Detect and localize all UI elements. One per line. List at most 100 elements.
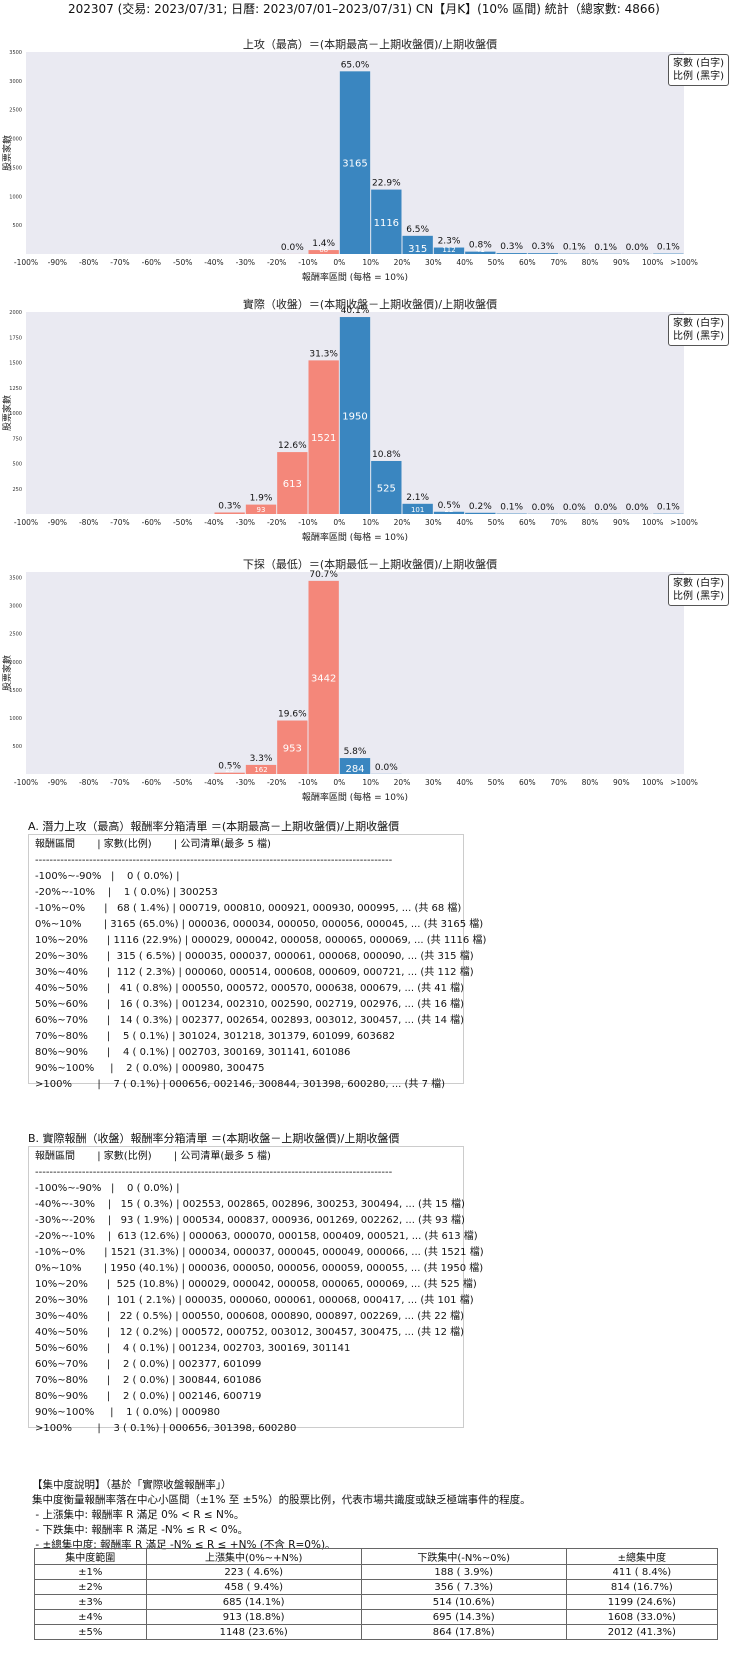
x-tick-label: -80% (79, 258, 98, 267)
legend-count-label: 家數 (白字) (673, 578, 724, 589)
x-tick-label: 60% (519, 778, 536, 787)
chart-upside-high: 上攻（最高）＝(本期最高－上期收盤價)/上期收盤價 500 1000 1500 2000… (1, 37, 698, 283)
table-cell: 1608 (33.0%) (565, 1609, 719, 1625)
page-title: 202307 (交易: 2023/07/31; 日曆: 2023/07/01–2… (68, 2, 660, 16)
bar-count-label: 68 (319, 246, 328, 254)
x-tick-label: 10% (362, 258, 379, 267)
x-tick-label: 20% (394, 258, 411, 267)
bar-count-label: 41 (476, 246, 485, 254)
x-axis-label: 報酬率區間 (每格 = 10%) (302, 791, 408, 803)
bar (214, 512, 245, 514)
legend-count-label: 家數 (白字) (673, 318, 724, 329)
list-a-header: 報酬區間 | 家數(比例) | 公司清單(最多 5 檔) (35, 839, 271, 850)
y-tick-label: 2000 (9, 310, 22, 316)
x-axis-label: 報酬率區間 (每格 = 10%) (302, 271, 408, 283)
x-tick-label: 20% (394, 778, 411, 787)
concentration-bullet: - 下跌集中: 報酬率 R 滿足 -N% ≤ R < 0%。 (32, 1524, 249, 1536)
bar-percent-label: 0.2% (469, 502, 492, 512)
chart-title: 下探（最低）＝(本期最低－上期收盤價)/上期收盤價 (243, 557, 497, 571)
y-tick-label: 1000 (9, 411, 22, 417)
x-tick-label: -20% (267, 778, 286, 787)
x-tick-label: -70% (110, 258, 129, 267)
table-cell: ±4% (34, 1609, 147, 1625)
bar-percent-label: 0.3% (218, 501, 241, 511)
bar-count-label: 162 (254, 766, 267, 774)
chart-downside-low: 下探（最低）＝(本期最低－上期收盤價)/上期收盤價 500 1000 1500 2000… (1, 557, 698, 803)
table-row: ±4% 913 (18.8%) 695 (14.3%) 1608 (33.0%) (34, 1609, 719, 1625)
list-row: -30%~-20% | 93 ( 1.9%) | 000534, 000837,… (35, 1215, 465, 1226)
table-cell: 814 (16.7%) (565, 1579, 719, 1595)
bar-count-label: 3165 (342, 159, 367, 170)
y-tick-label: 3500 (9, 50, 22, 56)
table-cell: ±5% (34, 1624, 147, 1640)
bar (402, 503, 433, 514)
y-tick-label: 500 (12, 462, 22, 468)
x-tick-label: 100% (642, 518, 663, 527)
bar (277, 720, 308, 774)
x-axis-label: 報酬率區間 (每格 = 10%) (302, 531, 408, 543)
list-row: -100%~-90% | 0 ( 0.0%) | (35, 1183, 180, 1194)
bar-percent-label: 0.0% (563, 503, 586, 513)
bar-percent-label: 19.6% (278, 710, 307, 720)
bar-count-label: 93 (257, 506, 266, 514)
bar-percent-label: 6.5% (406, 225, 429, 235)
x-tick-label: 40% (456, 778, 473, 787)
x-tick-label: 70% (550, 518, 567, 527)
x-tick-label: -20% (267, 258, 286, 267)
concentration-heading: 【集中度說明】（基於「實際收盤報酬率」） (32, 1479, 232, 1491)
bar (402, 235, 433, 254)
x-tick-label: 100% (642, 778, 663, 787)
legend-count-label: 家數 (白字) (673, 58, 724, 69)
x-tick-label: -90% (48, 518, 67, 527)
bar (339, 71, 371, 254)
x-tick-label: 0% (333, 778, 345, 787)
list-row: 30%~40% | 112 ( 2.3%) | 000060, 000514, … (35, 967, 474, 978)
x-tick-label: -90% (48, 258, 67, 267)
bar (465, 251, 496, 254)
x-tick-label: >100% (670, 778, 698, 787)
bar-count-label: 1116 (374, 218, 399, 229)
list-row: 60%~70% | 2 ( 0.0%) | 002377, 601099 (35, 1359, 262, 1370)
x-tick-label: -100% (14, 778, 38, 787)
plot-area (26, 572, 684, 774)
chart-legend: 家數 (白字) 比例 (黑字) (668, 574, 729, 606)
y-tick-label: 2000 (9, 660, 22, 666)
table-cell: 411 ( 8.4%) (565, 1564, 719, 1580)
x-tick-label: 50% (488, 778, 505, 787)
list-row: 90%~100% | 1 ( 0.0%) | 000980 (35, 1407, 220, 1418)
table-cell: ±2% (34, 1579, 147, 1595)
legend-ratio-label: 比例 (黑字) (673, 331, 724, 342)
x-tick-label: -10% (298, 778, 317, 787)
concentration-notes: 【集中度說明】（基於「實際收盤報酬率」） 集中度衡量報酬率落在中心小區間（±1%… (32, 1478, 531, 1553)
y-tick-label: 3000 (9, 79, 22, 85)
x-tick-label: 90% (613, 518, 630, 527)
legend-ratio-label: 比例 (黑字) (673, 591, 724, 602)
bar-percent-label: 31.3% (309, 349, 338, 359)
y-tick-label: 2500 (9, 632, 22, 638)
x-tick-label: 50% (488, 518, 505, 527)
table-cell: 1199 (24.6%) (565, 1594, 719, 1610)
table-cell: 223 ( 4.6%) (145, 1564, 362, 1580)
list-row: 80%~90% | 2 ( 0.0%) | 002146, 600719 (35, 1391, 262, 1402)
x-tick-label: -30% (236, 518, 255, 527)
x-tick-label: -40% (204, 778, 223, 787)
x-tick-label: 70% (550, 778, 567, 787)
x-tick-label: -10% (298, 258, 317, 267)
table-cell: 2012 (41.3%) (565, 1624, 719, 1640)
list-row: 40%~50% | 12 ( 0.2%) | 000572, 000752, 0… (35, 1327, 465, 1338)
x-tick-label: 90% (613, 258, 630, 267)
bar (433, 511, 465, 514)
list-row: 70%~80% | 2 ( 0.0%) | 300844, 601086 (35, 1375, 262, 1386)
y-tick-label: 250 (12, 487, 22, 493)
x-tick-label: 90% (613, 778, 630, 787)
list-row: 10%~20% | 1116 (22.9%) | 000029, 000042,… (35, 935, 487, 946)
bar-percent-label: 2.1% (406, 493, 429, 503)
bar-percent-label: 0.1% (500, 503, 523, 513)
bar-count-label: 22 (445, 506, 454, 514)
chart-title: 上攻（最高）＝(本期最高－上期收盤價)/上期收盤價 (243, 37, 497, 51)
x-tick-label: -80% (79, 518, 98, 527)
y-tick-label: 750 (12, 436, 22, 442)
y-tick-label: 1250 (9, 386, 22, 392)
x-tick-label: -80% (79, 778, 98, 787)
chart-actual-close: 實際（收盤）＝(本期收盤－上期收盤價)/上期收盤價 250 500 750 1000 12… (1, 297, 698, 543)
